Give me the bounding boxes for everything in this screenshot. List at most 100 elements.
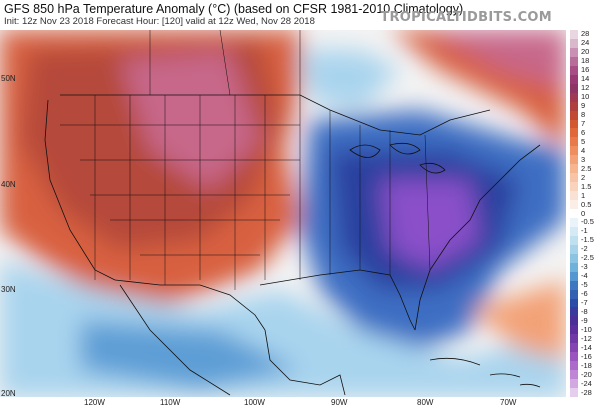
east-coastline <box>414 144 541 331</box>
colorbar-label: -0.5 <box>581 217 594 227</box>
colorbar-swatch <box>570 271 578 282</box>
colorbar-swatch <box>570 119 578 129</box>
colorbar-label: 1.5 <box>581 181 592 191</box>
colorbar-swatch <box>570 343 578 353</box>
colorbar-label: 20 <box>581 47 590 57</box>
colorbar-label: -5 <box>581 280 588 290</box>
colorbar-swatch <box>570 137 578 147</box>
colorbar-swatch <box>570 200 578 210</box>
colorbar-label: 24 <box>581 38 590 48</box>
colorbar-swatch <box>570 191 578 201</box>
us-mexico-border <box>114 279 266 331</box>
colorbar-swatch <box>570 298 578 308</box>
colorbar-swatch <box>570 30 578 40</box>
colorbar-label: -9 <box>581 315 588 325</box>
political-boundaries <box>44 30 541 396</box>
colorbar-swatch <box>570 182 578 192</box>
colorbar-label: -12 <box>581 333 592 343</box>
colorbar-swatch <box>570 83 578 94</box>
colorbar-swatch <box>570 289 578 300</box>
colorbar-label: 0.5 <box>581 199 592 209</box>
lat-label-20n: 20N <box>1 389 16 398</box>
colorbar-label: -16 <box>581 351 592 361</box>
colorbar-label: -10 <box>581 324 592 334</box>
colorbar-label: 1 <box>581 190 586 200</box>
colorbar-label: -3 <box>581 262 588 272</box>
lon-label-110w: 110W <box>160 398 181 407</box>
colorbar-label: 9 <box>581 101 586 111</box>
magenta-anomaly-northeast <box>430 30 566 90</box>
colorbar-swatch <box>570 65 578 76</box>
mexico-pacific-coast <box>119 284 231 396</box>
state-lines-vertical <box>94 95 431 290</box>
colorbar-swatch <box>570 379 578 389</box>
colorbar-swatch <box>570 316 578 326</box>
colorbar-label: -18 <box>581 360 592 370</box>
colorbar-swatch <box>570 388 578 398</box>
colorbar-label: -7 <box>581 298 588 307</box>
anomaly-field <box>0 30 566 397</box>
colorbar-label: 16 <box>581 65 590 75</box>
colorbar-swatch <box>570 146 578 156</box>
colorbar-label: -1.5 <box>581 235 594 245</box>
colorbar-label: 10 <box>581 92 590 102</box>
colorbar-label: 12 <box>581 83 590 93</box>
colorbar-label: 14 <box>581 74 590 84</box>
great-lakes <box>349 142 446 174</box>
west-coastline <box>44 99 116 281</box>
colorbar-swatch <box>570 74 578 85</box>
colorbar-swatch <box>570 128 578 138</box>
colorbar-swatch <box>570 280 578 291</box>
blue-anomaly-mexico <box>80 320 300 390</box>
purple-anomaly-core <box>380 180 480 270</box>
colorbar-label: 28 <box>581 29 590 39</box>
colorbar-swatch <box>570 110 578 120</box>
colorbar-swatch <box>570 164 578 174</box>
colorbar-swatch <box>570 370 578 380</box>
colorbar-swatch <box>570 262 578 273</box>
canada-province-lines <box>149 30 301 96</box>
magenta-anomaly-core <box>120 50 260 190</box>
colorbar-label: 4 <box>581 145 586 155</box>
colorbar-swatch <box>570 209 578 219</box>
colorbar-swatch <box>570 244 578 255</box>
colorbar-swatch <box>570 92 578 103</box>
colorbar-swatch <box>570 253 578 264</box>
colorbar-label: 7 <box>581 118 586 128</box>
warm-anomaly-atlantic <box>470 280 566 360</box>
colorbar-label: -14 <box>581 342 592 352</box>
colorbar-swatch <box>570 226 578 237</box>
colorbar-label: -4 <box>581 271 588 281</box>
colorbar-label: 2.5 <box>581 163 592 173</box>
colorbar-swatch <box>570 361 578 371</box>
lon-label-70w: 70W <box>500 398 517 407</box>
colorbar-label: -2 <box>581 244 588 254</box>
colorbar-swatch <box>570 38 578 49</box>
colorbar: 28 24 20 18 16 14 12 10 9 8 7 6 5 4 3 2.5 2 1.5 1 0.5 0 -0.5-… <box>570 29 600 398</box>
brand-watermark: TROPICALTIDBITS.COM <box>380 10 552 25</box>
colorbar-swatch <box>570 235 578 246</box>
colorbar-label: -1 <box>581 226 588 236</box>
colorbar-label: 6 <box>581 127 586 137</box>
lat-label-50n: 50N <box>1 74 16 83</box>
colorbar-swatch <box>570 334 578 344</box>
lat-label-30n: 30N <box>1 285 16 294</box>
colorbar-label: 0 <box>581 208 586 218</box>
colorbar-label: -6 <box>581 289 588 299</box>
state-lines-horizontal <box>60 124 300 256</box>
colorbar-swatch <box>570 47 578 58</box>
colorbar-swatch <box>570 325 578 335</box>
anomaly-map <box>0 30 566 397</box>
colorbar-swatch <box>570 217 578 228</box>
colorbar-label: 3 <box>581 154 586 164</box>
colorbar-label: 8 <box>581 110 586 120</box>
colorbar-label: 5 <box>581 136 586 146</box>
colorbar-swatch <box>570 173 578 183</box>
map-title: GFS 850 hPa Temperature Anomaly (°C) (ba… <box>4 2 464 16</box>
colorbar-label: -24 <box>581 378 592 388</box>
colorbar-swatch <box>570 56 578 67</box>
caribbean-islands <box>429 357 541 388</box>
colorbar-label: -2.5 <box>581 253 594 263</box>
colorbar-swatch <box>570 352 578 362</box>
lat-label-40n: 40N <box>1 180 16 189</box>
